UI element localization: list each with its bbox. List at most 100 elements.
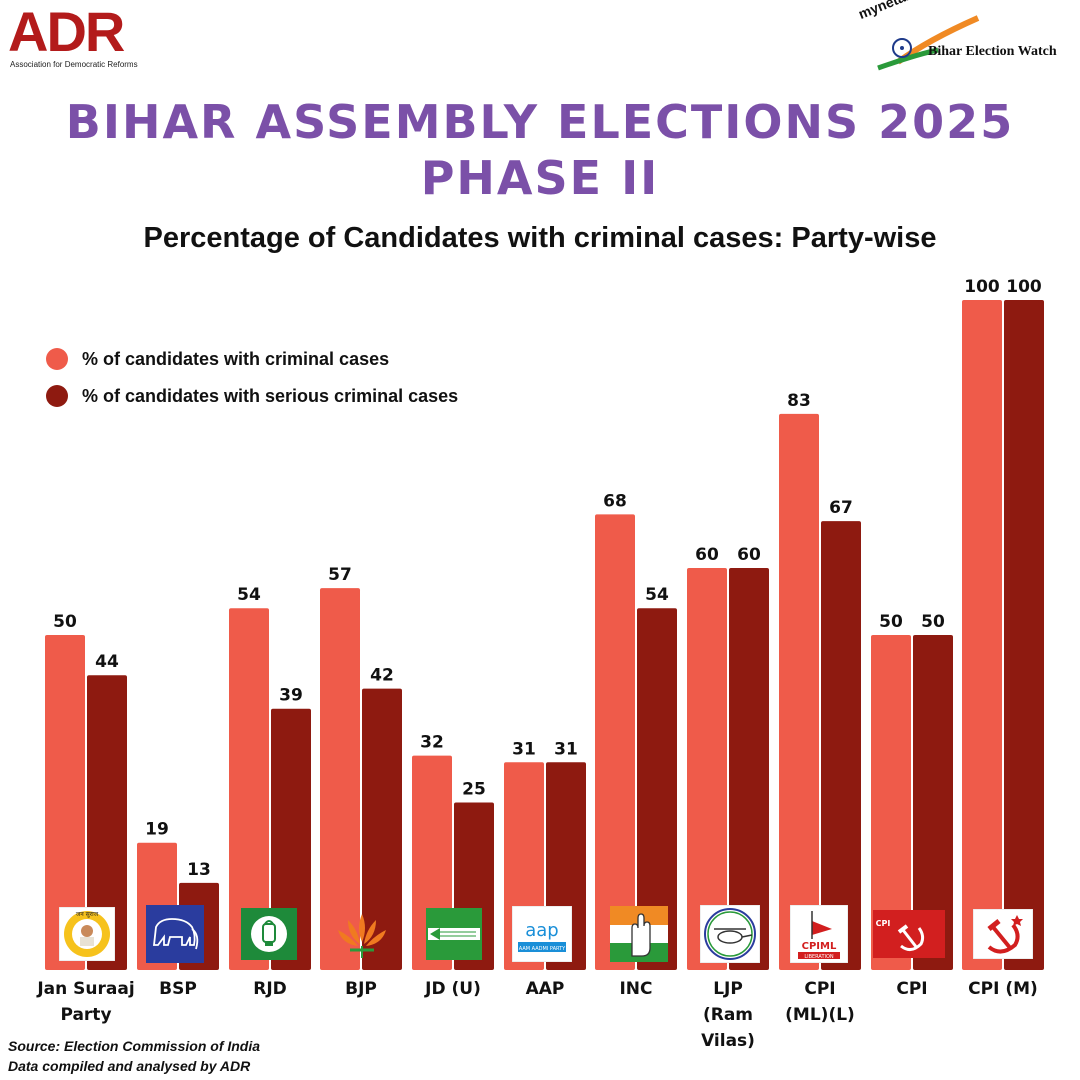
data-label-serious-3: 42 bbox=[370, 666, 394, 686]
helicopter-icon bbox=[700, 905, 760, 963]
elephant-icon bbox=[146, 905, 204, 963]
data-label-criminal-6: 68 bbox=[603, 491, 627, 511]
x-tick-label-line: CPI (M) bbox=[968, 979, 1038, 999]
bar-serious-6 bbox=[637, 608, 677, 970]
data-label-serious-4: 25 bbox=[462, 780, 486, 800]
chart-subtitle: Percentage of Candidates with criminal c… bbox=[143, 222, 937, 254]
x-tick-label-line: CPI bbox=[896, 979, 928, 999]
jan-suraaj-logo-text: जन सुराज bbox=[76, 911, 99, 918]
aap-logo-subtext: AAM AADMI PARTY bbox=[519, 946, 566, 952]
data-label-criminal-0: 50 bbox=[53, 612, 77, 632]
data-label-serious-10: 100 bbox=[1006, 277, 1042, 297]
bar-serious-9 bbox=[913, 635, 953, 970]
legend-label-criminal: % of candidates with criminal cases bbox=[82, 348, 390, 369]
legend-item-serious: % of candidates with serious criminal ca… bbox=[46, 384, 458, 408]
party-logo-cpiml: CPIML LIBERATION bbox=[790, 905, 848, 963]
x-tick-label-line: LJP bbox=[713, 979, 743, 999]
x-tick-label-5: AAP bbox=[490, 976, 600, 1002]
data-label-serious-0: 44 bbox=[95, 652, 119, 672]
jan-suraaj-icon: जन सुराज bbox=[59, 907, 115, 961]
bar-criminal-0 bbox=[45, 635, 85, 970]
data-label-criminal-10: 100 bbox=[964, 277, 1000, 297]
aap-icon: aap AAM AADMI PARTY bbox=[512, 906, 572, 962]
data-label-criminal-8: 83 bbox=[787, 391, 811, 411]
cpim-hammer-sickle-icon bbox=[973, 909, 1033, 959]
data-label-criminal-1: 19 bbox=[145, 820, 169, 840]
party-logo-cpi: CPI bbox=[873, 906, 945, 962]
aap-logo-text: aap bbox=[525, 920, 559, 941]
data-label-serious-2: 39 bbox=[279, 686, 303, 706]
adr-logo: ADR bbox=[8, 0, 125, 63]
data-label-criminal-5: 31 bbox=[512, 739, 536, 759]
data-label-serious-9: 50 bbox=[921, 612, 945, 632]
x-tick-label-line: (Ram bbox=[702, 1005, 754, 1025]
page-title: BIHAR ASSEMBLY ELECTIONS 2025 bbox=[65, 95, 1015, 149]
page-title-phase: PHASE II bbox=[420, 151, 660, 205]
adr-logo-subtitle: Association for Democratic Reforms bbox=[10, 60, 138, 69]
legend-label-serious: % of candidates with serious criminal ca… bbox=[82, 385, 459, 406]
bihar-election-watch-text: Bihar Election Watch bbox=[928, 44, 1057, 59]
source-note: Source: Election Commission of India Dat… bbox=[8, 1036, 260, 1076]
cpi-hammer-sickle-icon: CPI bbox=[873, 910, 945, 958]
lotus-icon bbox=[338, 914, 386, 958]
bar-criminal-9 bbox=[871, 635, 911, 970]
data-label-criminal-3: 57 bbox=[328, 565, 352, 585]
party-logo-jan-suraaj: जन सुराज bbox=[59, 906, 115, 962]
data-label-serious-1: 13 bbox=[187, 860, 211, 880]
bar-criminal-8 bbox=[779, 413, 819, 970]
party-logo-inc bbox=[610, 906, 668, 962]
x-tick-label-4: JD (U) bbox=[398, 976, 508, 1002]
x-tick-label-line: (ML)(L) bbox=[785, 1005, 855, 1025]
party-logo-ljp bbox=[700, 905, 760, 963]
x-tick-label-line: AAP bbox=[525, 979, 565, 999]
data-label-serious-7: 60 bbox=[737, 545, 761, 565]
x-tick-label-9: CPI bbox=[857, 976, 967, 1002]
cpiml-logo-text: CPIML bbox=[802, 941, 837, 952]
party-logo-jdu bbox=[426, 906, 482, 962]
x-tick-label-8: CPI (ML)(L) bbox=[765, 976, 875, 1028]
x-tick-label-line: JD (U) bbox=[425, 979, 481, 999]
x-tick-label-line: BJP bbox=[345, 979, 377, 999]
bar-criminal-3 bbox=[320, 588, 360, 970]
x-tick-label-line: CPI bbox=[804, 979, 836, 999]
bar-criminal-6 bbox=[595, 514, 635, 970]
data-label-criminal-4: 32 bbox=[420, 733, 444, 753]
x-tick-label-7: LJP (Ram Vilas) bbox=[673, 976, 783, 1054]
data-label-serious-5: 31 bbox=[554, 739, 578, 759]
bar-criminal-2 bbox=[229, 608, 269, 970]
x-tick-label-line: BSP bbox=[159, 979, 197, 999]
bar-criminal-7 bbox=[687, 568, 727, 970]
bar-serious-3 bbox=[362, 688, 402, 970]
bar-serious-0 bbox=[87, 675, 127, 970]
bar-serious-7 bbox=[729, 568, 769, 970]
hand-icon bbox=[610, 906, 668, 962]
legend-swatch-criminal bbox=[46, 348, 68, 370]
x-tick-label-line: RJD bbox=[253, 979, 287, 999]
x-tick-label-line: Party bbox=[60, 1005, 112, 1025]
arrow-icon bbox=[426, 908, 482, 960]
data-label-criminal-7: 60 bbox=[695, 545, 719, 565]
x-tick-label-line: Jan Suraaj bbox=[37, 979, 135, 999]
x-tick-label-10: CPI (M) bbox=[948, 976, 1058, 1002]
party-logo-bsp bbox=[146, 905, 204, 963]
bar-serious-2 bbox=[271, 708, 311, 970]
data-label-serious-6: 54 bbox=[645, 585, 669, 605]
data-label-serious-8: 67 bbox=[829, 498, 853, 518]
compiled-by-line: Data compiled and analysed by ADR bbox=[8, 1058, 251, 1074]
legend-swatch-serious bbox=[46, 385, 68, 407]
source-line: Source: Election Commission of India bbox=[8, 1038, 261, 1054]
x-tick-label-3: BJP bbox=[306, 976, 416, 1002]
cpiml-logo-subtext: LIBERATION bbox=[804, 954, 834, 960]
data-label-criminal-2: 54 bbox=[237, 585, 261, 605]
x-tick-label-6: INC bbox=[581, 976, 691, 1002]
myneta-logo bbox=[877, 15, 980, 71]
party-logo-aap: aap AAM AADMI PARTY bbox=[512, 906, 572, 962]
bar-serious-10 bbox=[1004, 300, 1044, 970]
legend-item-criminal: % of candidates with criminal cases bbox=[46, 347, 389, 371]
data-label-criminal-9: 50 bbox=[879, 612, 903, 632]
x-tick-label-line: INC bbox=[619, 979, 653, 999]
x-tick-label-0: Jan Suraaj Party bbox=[31, 976, 141, 1028]
hammer-sickle-flag-icon: CPIML LIBERATION bbox=[790, 905, 848, 963]
x-tick-label-1: BSP bbox=[123, 976, 233, 1002]
bar-serious-8 bbox=[821, 521, 861, 970]
